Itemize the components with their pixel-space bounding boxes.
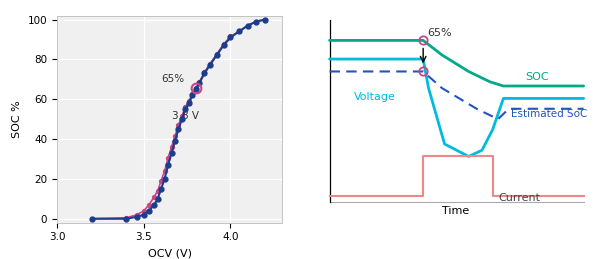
Text: Voltage: Voltage [353,92,395,103]
Y-axis label: SOC %: SOC % [12,100,22,138]
Text: Estimated SoC: Estimated SoC [511,109,588,119]
Text: 65%: 65% [161,74,185,84]
Text: Current: Current [498,193,540,203]
Text: 65%: 65% [427,28,452,38]
Text: Time: Time [442,206,469,217]
Text: SOC: SOC [525,72,549,82]
Text: 3.8 V: 3.8 V [171,111,198,121]
X-axis label: OCV (V): OCV (V) [148,248,192,258]
